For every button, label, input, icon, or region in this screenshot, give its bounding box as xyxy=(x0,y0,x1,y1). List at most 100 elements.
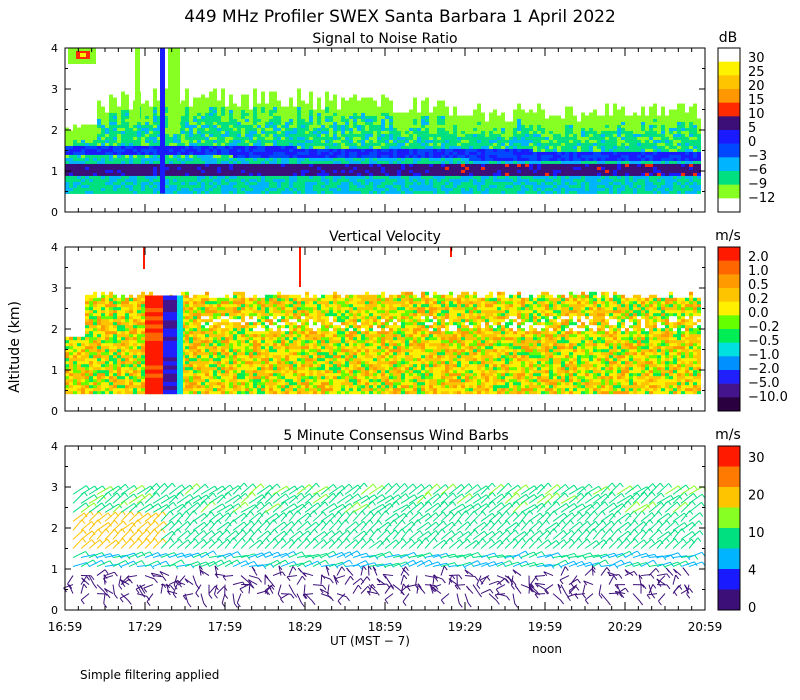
snr-cell xyxy=(73,163,77,167)
snr-cell xyxy=(461,163,465,167)
snr-cell xyxy=(361,187,365,191)
snr-cell xyxy=(369,166,373,170)
velocity-cell xyxy=(77,369,81,374)
snr-cell xyxy=(121,133,125,137)
snr-cell xyxy=(489,118,493,122)
snr-cell xyxy=(537,181,541,185)
snr-cell xyxy=(241,94,245,98)
snr-cell xyxy=(473,142,477,146)
snr-cell xyxy=(685,136,689,140)
snr-cell xyxy=(261,169,265,173)
snr-cell xyxy=(681,172,685,176)
snr-cell xyxy=(473,178,477,182)
snr-cell xyxy=(201,169,205,173)
snr-cell xyxy=(437,106,441,110)
snr-cell xyxy=(633,187,637,191)
snr-cell xyxy=(165,181,169,185)
snr-cell xyxy=(633,136,637,140)
snr-cell xyxy=(637,190,641,194)
snr-cell xyxy=(649,175,653,179)
snr-cell xyxy=(157,178,161,182)
snr-cell xyxy=(229,136,233,140)
snr-cell xyxy=(245,121,249,125)
snr-cell xyxy=(105,151,109,155)
snr-cell xyxy=(185,133,189,137)
snr-cell xyxy=(669,142,673,146)
velocity-cell xyxy=(93,330,97,335)
snr-cell xyxy=(289,109,293,113)
snr-cell xyxy=(637,121,641,125)
snr-cell xyxy=(509,169,513,173)
snr-cell xyxy=(185,157,189,161)
snr-cell xyxy=(693,160,697,164)
snr-cell xyxy=(133,178,137,182)
snr-cell xyxy=(261,118,265,122)
snr-cell xyxy=(305,130,309,134)
snr-cell xyxy=(373,127,377,131)
snr-cell xyxy=(273,139,277,143)
velocity-cell xyxy=(65,384,69,389)
velocity-panel-title: Vertical Velocity xyxy=(329,229,441,245)
snr-cell xyxy=(341,181,345,185)
snr-cell xyxy=(657,175,661,179)
snr-cell xyxy=(449,172,453,176)
snr-cell xyxy=(589,145,593,149)
snr-cell xyxy=(657,184,661,188)
snr-cell xyxy=(369,109,373,113)
snr-cell xyxy=(213,190,217,194)
snr-cell xyxy=(585,157,589,161)
snr-cell xyxy=(653,121,657,125)
snr-cell xyxy=(85,124,89,128)
snr-cell xyxy=(357,100,361,104)
snr-cell xyxy=(169,145,173,149)
snr-cell xyxy=(189,157,193,161)
snr-cell xyxy=(653,133,657,137)
snr-cell xyxy=(133,151,137,155)
snr-cell xyxy=(533,142,537,146)
snr-cell xyxy=(113,151,117,155)
snr-cell xyxy=(357,103,361,107)
snr-cell xyxy=(537,160,541,164)
snr-cell xyxy=(293,154,297,158)
snr-cell xyxy=(89,154,93,158)
snr-cell xyxy=(301,145,305,149)
snr-cell xyxy=(165,160,169,164)
snr-cell xyxy=(697,136,701,140)
snr-cell xyxy=(81,130,85,134)
snr-cell xyxy=(181,136,185,140)
snr-cell xyxy=(357,178,361,182)
snr-cell xyxy=(609,160,613,164)
snr-cell xyxy=(85,181,89,185)
snr-cell xyxy=(341,124,345,128)
snr-cell xyxy=(149,133,153,137)
snr-cell xyxy=(477,160,481,164)
snr-cell xyxy=(69,130,73,134)
snr-cell xyxy=(277,109,281,113)
velocity-cell xyxy=(69,336,73,341)
snr-cell xyxy=(529,139,533,143)
snr-cell xyxy=(293,151,297,155)
snr-cell xyxy=(353,139,357,143)
snr-cell xyxy=(461,139,465,143)
snr-cell xyxy=(153,166,157,170)
velocity-cell xyxy=(89,366,93,371)
snr-cell xyxy=(585,175,589,179)
velocity-cell xyxy=(85,360,89,365)
snr-cell xyxy=(201,133,205,137)
snr-cell xyxy=(189,133,193,137)
snr-cell xyxy=(345,130,349,134)
snr-cell xyxy=(233,118,237,122)
snr-cell xyxy=(393,133,397,137)
snr-cell xyxy=(397,157,401,161)
snr-cell xyxy=(517,148,521,152)
snr-cell xyxy=(617,118,621,122)
snr-cell xyxy=(509,172,513,176)
snr-cell xyxy=(377,166,381,170)
snr-cell xyxy=(313,130,317,134)
snr-cell xyxy=(457,178,461,182)
snr-cell xyxy=(373,130,377,134)
snr-cell xyxy=(537,169,541,173)
snr-cell xyxy=(585,166,589,170)
snr-cell xyxy=(341,148,345,152)
snr-cell xyxy=(517,106,521,110)
